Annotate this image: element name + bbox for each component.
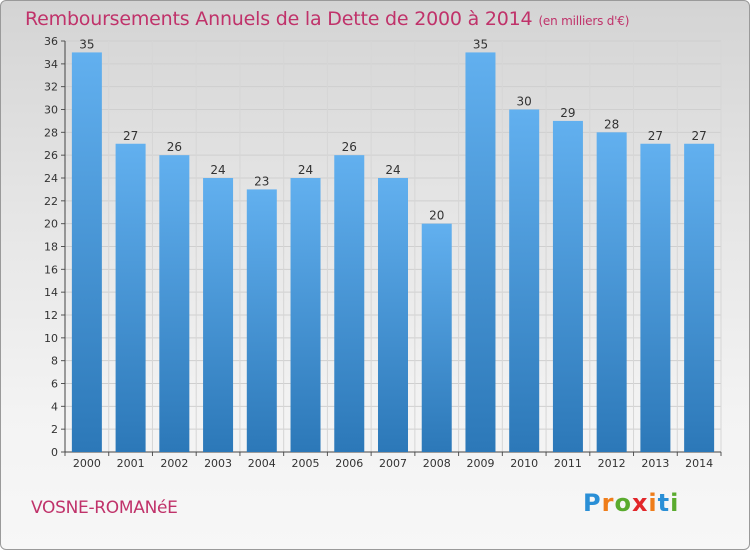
labels: 35 2000 27 2001 26 2002 24 2003 23 2004 24 2005 26 20… (73, 37, 713, 470)
bar-2007 (378, 178, 408, 452)
logo-letter: o (614, 489, 632, 517)
x-tick-label-2005: 2005 (292, 457, 320, 470)
x-tick-label-2004: 2004 (248, 457, 276, 470)
value-label-2006: 26 (342, 140, 357, 154)
bar-2008 (421, 223, 452, 452)
value-label-2003: 24 (210, 163, 225, 177)
y-tick-label: 14 (44, 286, 58, 299)
value-label-2013: 27 (648, 129, 663, 143)
y-tick-label: 18 (44, 241, 58, 254)
x-tick-label-2007: 2007 (379, 457, 407, 470)
bar-2009 (465, 52, 496, 453)
bar-2003 (203, 178, 234, 452)
bar-2013 (640, 143, 671, 452)
value-label-2004: 23 (254, 174, 269, 188)
x-tick-label-2008: 2008 (423, 457, 451, 470)
chart-title-text: Remboursements Annuels de la Dette de 20… (25, 8, 533, 30)
logo-letter: r (601, 489, 615, 517)
x-tick-label-2001: 2001 (117, 457, 145, 470)
town-name: VOSNE-ROMANéE (31, 498, 178, 518)
x-tick-label-2012: 2012 (598, 457, 626, 470)
y-tick-label: 32 (44, 81, 58, 94)
value-label-2012: 28 (604, 117, 619, 131)
bar-2005 (290, 178, 321, 452)
bar-2010 (509, 109, 540, 452)
bar-2014 (684, 143, 715, 452)
y-tick-label: 0 (51, 446, 58, 459)
value-label-2001: 27 (123, 129, 138, 143)
value-label-2011: 29 (560, 106, 575, 120)
logo-letter: i (670, 489, 680, 517)
y-tick-label: 34 (44, 58, 58, 71)
bar-2004 (246, 189, 277, 452)
y-tick-label: 16 (44, 263, 58, 276)
logo-letter: x (631, 489, 649, 517)
value-label-2000: 35 (79, 37, 94, 51)
x-tick-label-2011: 2011 (554, 457, 582, 470)
x-tick-label-2009: 2009 (466, 457, 494, 470)
value-label-2002: 26 (167, 140, 182, 154)
chart-title: Remboursements Annuels de la Dette de 20… (25, 8, 629, 30)
bar-2000 (71, 52, 102, 453)
value-label-2009: 35 (473, 37, 488, 51)
y-tick-label: 24 (44, 172, 58, 185)
y-tick-label: 2 (51, 423, 58, 436)
logo-letter: P (583, 489, 602, 517)
y-tick-label: 6 (51, 378, 58, 391)
y-tick-label: 36 (44, 35, 58, 48)
value-label-2007: 24 (385, 163, 400, 177)
bar-2001 (115, 143, 146, 452)
x-tick-label-2002: 2002 (160, 457, 188, 470)
y-tick-label: 30 (44, 104, 58, 117)
y-tick-label: 12 (44, 309, 58, 322)
value-label-2014: 27 (691, 129, 706, 143)
y-tick-label: 22 (44, 195, 58, 208)
value-label-2005: 24 (298, 163, 313, 177)
y-tick-label: 20 (44, 218, 58, 231)
proxiti-logo: Proxiti (583, 489, 679, 517)
bar-2011 (552, 120, 583, 453)
x-tick-label-2013: 2013 (641, 457, 669, 470)
x-tick-label-2014: 2014 (685, 457, 713, 470)
logo-letter: i (648, 489, 658, 517)
value-label-2010: 30 (517, 95, 532, 109)
logo-letter: t (657, 489, 671, 517)
y-tick-label: 28 (44, 126, 58, 139)
bar-2012 (596, 132, 627, 453)
bar-2006 (334, 155, 365, 452)
value-label-2008: 20 (429, 209, 444, 223)
x-tick-label-2010: 2010 (510, 457, 538, 470)
x-tick-label-2006: 2006 (335, 457, 363, 470)
x-tick-label-2000: 2000 (73, 457, 101, 470)
bar-2002 (159, 155, 190, 452)
y-tick-label: 26 (44, 149, 58, 162)
chart-unit: (en milliers d'€) (538, 14, 630, 28)
y-tick-label: 10 (44, 332, 58, 345)
y-tick-label: 8 (51, 355, 58, 368)
x-tick-label-2003: 2003 (204, 457, 232, 470)
bars (71, 52, 715, 453)
y-tick-label: 4 (51, 400, 58, 413)
